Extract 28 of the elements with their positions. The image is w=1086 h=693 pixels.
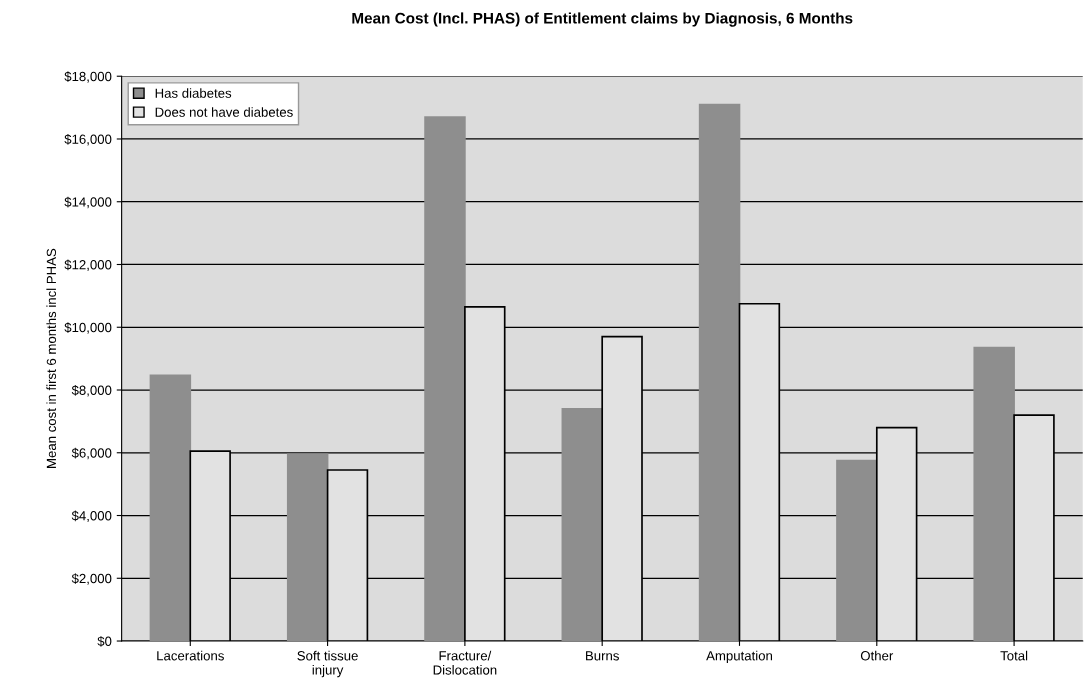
x-tick-label: Other: [860, 650, 894, 661]
bar: [698, 103, 741, 642]
bar: [286, 453, 329, 642]
bar: [836, 459, 878, 642]
y-tick-label: $14,000: [64, 196, 112, 209]
y-tick-label: $2,000: [71, 573, 112, 585]
bar: [973, 346, 1015, 642]
x-tick-label: Burns: [586, 651, 619, 661]
y-tick-label: $6,000: [71, 447, 112, 460]
y-tick-label: $16,000: [64, 134, 112, 146]
legend-label: Has diabetes: [155, 88, 232, 98]
y-axis-title: Mean cost in first 6 months incl PHAS: [46, 248, 57, 468]
x-tick-label: Lacerations: [157, 650, 224, 661]
legend-label: Does not have diabetes: [155, 107, 293, 117]
y-tick-label: $12,000: [64, 259, 112, 271]
chart-title: Mean Cost (Incl. PHAS) of Entitlement claims by Diagnosis, 6 Months: [352, 12, 853, 27]
x-tick-label: Total: [1000, 650, 1028, 661]
x-tick-label: Soft tissue injury: [297, 650, 358, 678]
x-tick-label: Amputation: [706, 650, 773, 664]
bar: [561, 407, 604, 642]
bar: [149, 374, 192, 642]
x-tick-label: Fracture/ Dislocation: [433, 650, 497, 675]
y-tick-label: $8,000: [71, 385, 112, 397]
y-tick-label: $18,000: [64, 71, 112, 83]
y-tick-label: $10,000: [64, 322, 112, 334]
y-tick-label: $4,000: [71, 510, 112, 522]
bar: [424, 116, 466, 642]
y-tick-label: $0: [97, 636, 112, 647]
